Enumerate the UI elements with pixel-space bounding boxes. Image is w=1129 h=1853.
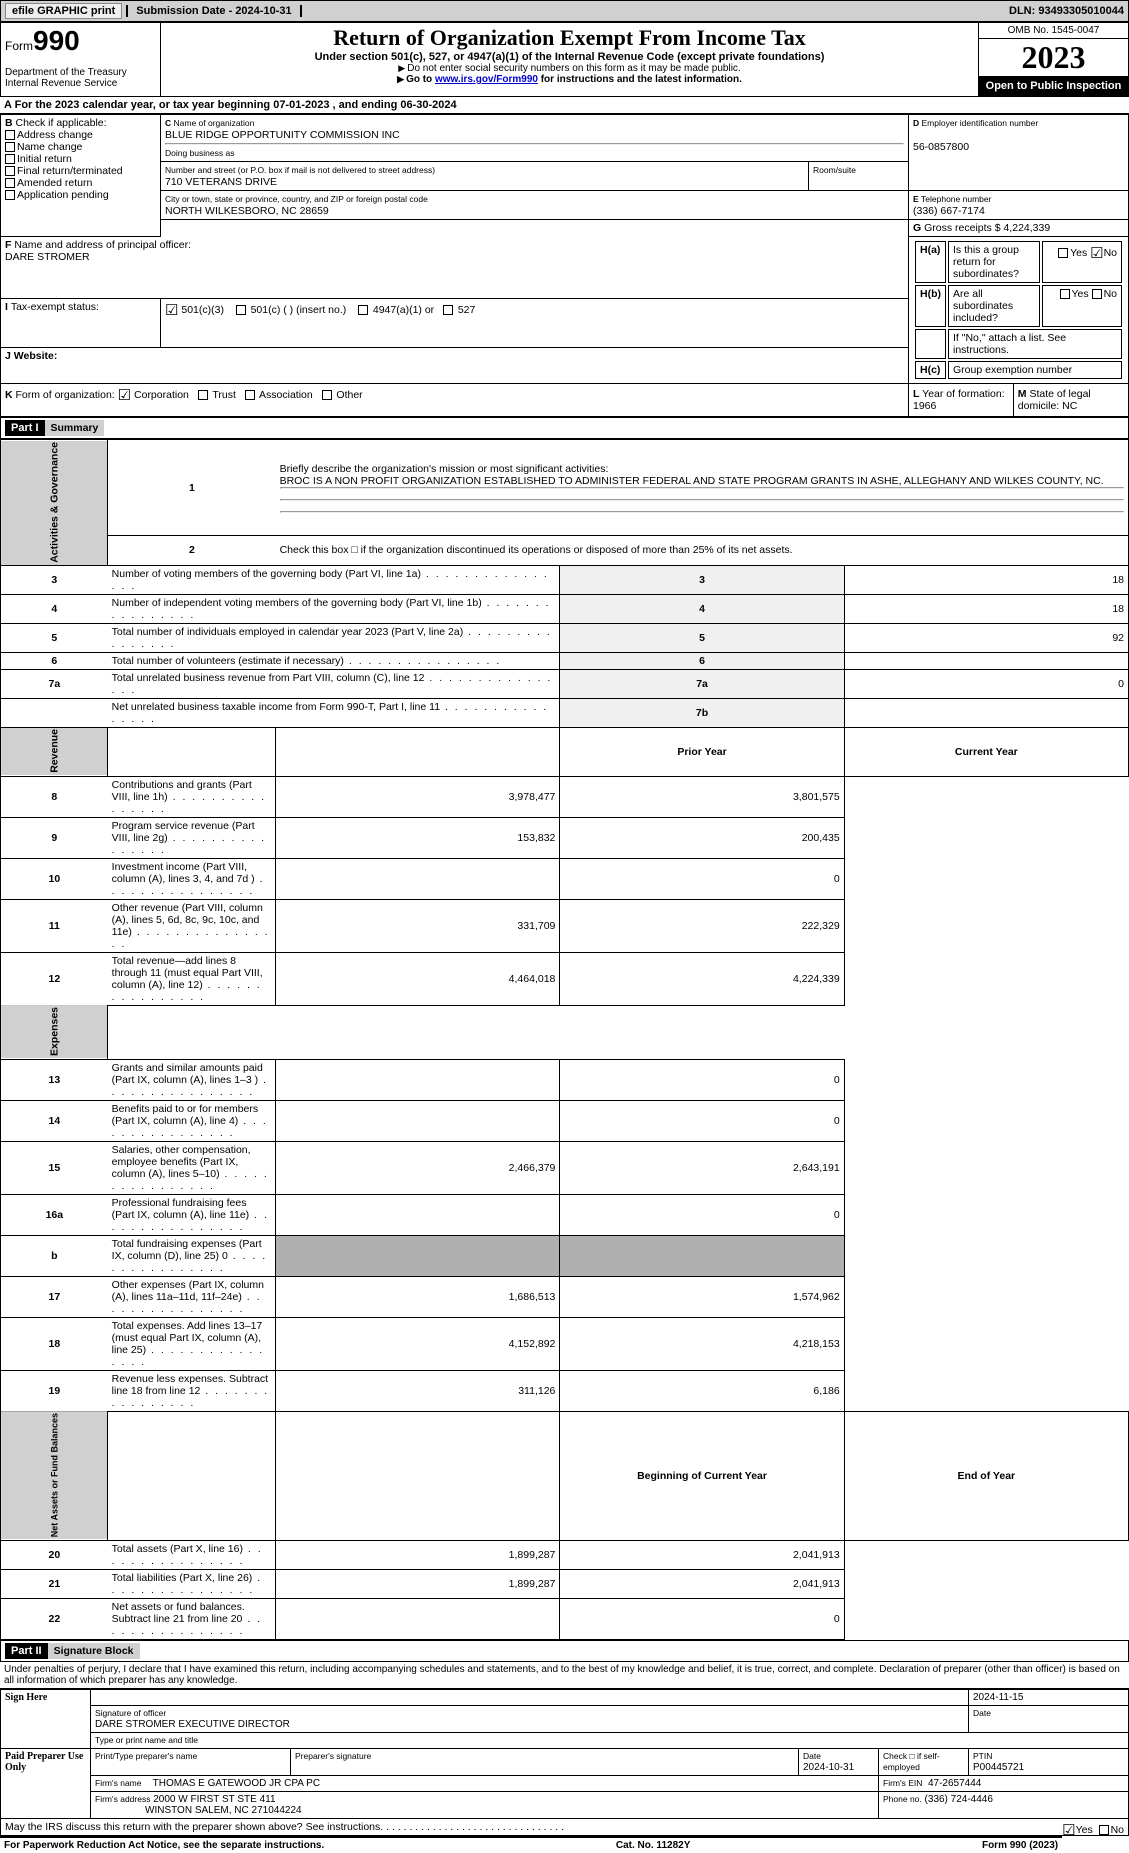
paid-preparer: Paid Preparer Use Only <box>1 1748 91 1818</box>
section-expenses: Expenses <box>1 1005 108 1059</box>
hb-note: If "No," attach a list. See instructions… <box>948 329 1122 359</box>
section-revenue: Revenue <box>1 727 108 776</box>
j-label: Website: <box>14 350 58 362</box>
e-label: Telephone number <box>921 194 991 204</box>
open-inspection: Open to Public Inspection <box>979 76 1128 96</box>
principal-officer: DARE STROMER <box>5 251 90 263</box>
form-note2: Go to www.irs.gov/Form990 for instructio… <box>165 74 974 85</box>
org-name: BLUE RIDGE OPPORTUNITY COMMISSION INC <box>165 129 400 141</box>
info-table: B Check if applicable: Address change Na… <box>0 114 1129 417</box>
addr-label: Number and street (or P.O. box if mail i… <box>165 165 435 175</box>
checkbox-discuss-yes[interactable]: ☑ <box>1062 1822 1075 1839</box>
section-netassets: Net Assets or Fund Balances <box>1 1411 108 1540</box>
checkbox-4947[interactable] <box>358 305 368 315</box>
checkbox-hb-no[interactable] <box>1092 289 1102 299</box>
checkbox-trust[interactable] <box>198 390 208 400</box>
dept-treasury: Department of the Treasury Internal Reve… <box>1 65 161 96</box>
irs-link[interactable]: www.irs.gov/Form990 <box>435 74 538 85</box>
tax-year: 2023 <box>979 39 1128 76</box>
line2: Check this box □ if the organization dis… <box>276 536 1129 566</box>
mission-text: BROC IS A NON PROFIT ORGANIZATION ESTABL… <box>280 475 1104 487</box>
footer-right: Form 990 (2023) <box>982 1840 1058 1851</box>
checkbox-name-change[interactable] <box>5 142 15 152</box>
form-title: Return of Organization Exempt From Incom… <box>165 25 974 51</box>
omb-number: OMB No. 1545-0047 <box>979 23 1128 39</box>
checkbox-corp[interactable]: ☑ <box>118 387 131 404</box>
f-label: Name and address of principal officer: <box>14 239 191 251</box>
city-label: City or town, state or province, country… <box>165 194 428 204</box>
checkbox-501c3[interactable]: ☑ <box>165 302 178 319</box>
c-name-label: Name of organization <box>174 118 255 128</box>
checkbox-final-return[interactable] <box>5 166 15 176</box>
g-label: Gross receipts $ <box>924 222 1000 234</box>
checkbox-app-pending[interactable] <box>5 190 15 200</box>
form-prefix: Form <box>5 39 33 53</box>
form-subtitle: Under section 501(c), 527, or 4947(a)(1)… <box>165 51 974 63</box>
submission-date: Submission Date - 2024-10-31 <box>126 5 301 17</box>
part1-title: Summary <box>45 420 105 436</box>
checkbox-discuss-no[interactable] <box>1099 1825 1109 1835</box>
checkbox-501c[interactable] <box>236 305 246 315</box>
section-governance: Activities & Governance <box>1 440 108 566</box>
checkbox-initial-return[interactable] <box>5 154 15 164</box>
b-label: Check if applicable: <box>16 117 107 129</box>
street-address: 710 VETERANS DRIVE <box>165 176 277 188</box>
checkbox-assoc[interactable] <box>245 390 255 400</box>
checkbox-ha-no[interactable]: ☑ <box>1090 245 1103 262</box>
hc-label: Group exemption number <box>948 361 1122 379</box>
col-beginning: Beginning of Current Year <box>560 1411 844 1540</box>
gross-receipts: 4,224,339 <box>1003 222 1050 234</box>
col-prior: Prior Year <box>560 727 844 776</box>
form-note1: Do not enter social security numbers on … <box>165 63 974 74</box>
footer-left: For Paperwork Reduction Act Notice, see … <box>4 1840 324 1851</box>
state-domicile: NC <box>1062 400 1077 412</box>
col-current: Current Year <box>844 727 1128 776</box>
firm-name: THOMAS E GATEWOOD JR CPA PC <box>153 1778 320 1789</box>
footer: For Paperwork Reduction Act Notice, see … <box>0 1836 1062 1853</box>
i-label: Tax-exempt status: <box>11 301 99 313</box>
efile-button[interactable]: efile GRAPHIC print <box>5 3 122 19</box>
city-state-zip: NORTH WILKESBORO, NC 28659 <box>165 205 329 217</box>
ha-label: Is this a group return for subordinates? <box>948 241 1040 283</box>
checkbox-address-change[interactable] <box>5 130 15 140</box>
checkbox-527[interactable] <box>443 305 453 315</box>
header-table: Form990 Return of Organization Exempt Fr… <box>0 22 1129 97</box>
prep-date: 2024-10-31 <box>803 1762 854 1773</box>
ein: 56-0857800 <box>913 141 969 153</box>
part2-title: Signature Block <box>48 1643 140 1659</box>
l1-label: Briefly describe the organization's miss… <box>280 463 609 475</box>
ptin: P00445721 <box>973 1762 1024 1773</box>
footer-center: Cat. No. 11282Y <box>616 1840 690 1851</box>
checkbox-ha-yes[interactable] <box>1058 248 1068 258</box>
discuss-line: May the IRS discuss this return with the… <box>0 1819 1129 1836</box>
part1-header: Part I <box>5 420 45 436</box>
top-bar: efile GRAPHIC print Submission Date - 20… <box>0 0 1129 22</box>
year-formation: 1966 <box>913 400 936 412</box>
checkbox-hb-yes[interactable] <box>1060 289 1070 299</box>
firm-city: WINSTON SALEM, NC 271044224 <box>145 1805 302 1816</box>
signature-table: Sign Here 2024-11-15 Signature of office… <box>0 1689 1129 1819</box>
firm-ein: 47-2657444 <box>928 1778 981 1789</box>
form-number: 990 <box>33 25 80 56</box>
officer-name: DARE STROMER EXECUTIVE DIRECTOR <box>95 1719 290 1730</box>
checkbox-amended-return[interactable] <box>5 178 15 188</box>
telephone: (336) 667-7174 <box>913 205 985 217</box>
checkbox-other[interactable] <box>322 390 332 400</box>
sig-date1: 2024-11-15 <box>969 1689 1129 1705</box>
sign-here: Sign Here <box>1 1689 91 1748</box>
dba-label: Doing business as <box>165 148 234 158</box>
k-label: Form of organization: <box>16 389 115 401</box>
room-label: Room/suite <box>813 165 856 175</box>
firm-address: 2000 W FIRST ST STE 411 <box>153 1794 275 1805</box>
summary-table: Activities & Governance 1 Briefly descri… <box>0 439 1129 1640</box>
firm-phone: (336) 724-4446 <box>925 1794 993 1805</box>
section-a: A For the 2023 calendar year, or tax yea… <box>0 97 1129 114</box>
hb-label: Are all subordinates included? <box>948 285 1040 327</box>
dln: DLN: 93493305010044 <box>1009 5 1124 17</box>
perjury-declaration: Under penalties of perjury, I declare th… <box>0 1662 1129 1689</box>
col-end: End of Year <box>844 1411 1128 1540</box>
part2-header: Part II <box>5 1643 48 1659</box>
d-label: Employer identification number <box>922 118 1039 128</box>
